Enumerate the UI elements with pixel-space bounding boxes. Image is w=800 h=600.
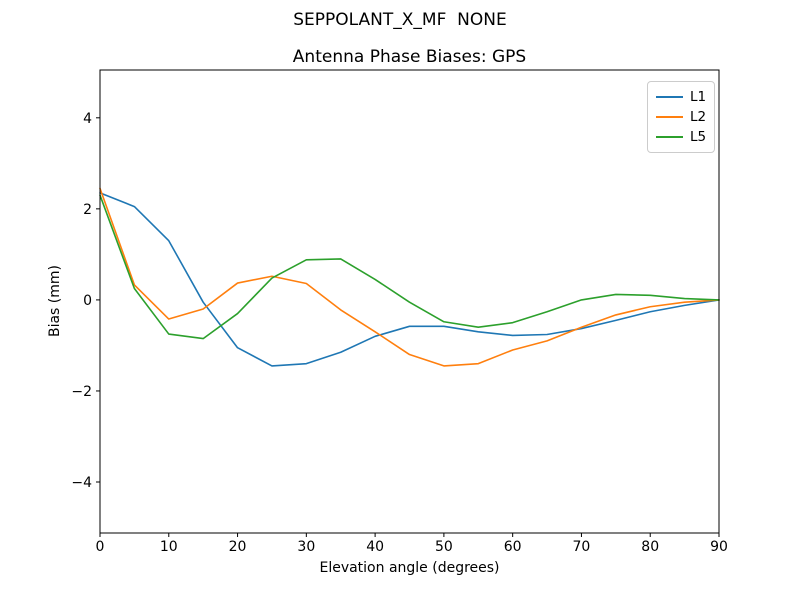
legend-label: L5 [690, 129, 707, 145]
legend-line-swatch [656, 116, 683, 118]
x-tick-label: 70 [573, 539, 591, 555]
series-line-L5 [99, 194, 720, 340]
legend-label: L2 [690, 109, 707, 125]
legend-item-L1: L1 [656, 87, 706, 107]
series-line-L2 [99, 187, 720, 367]
legend-item-L2: L2 [656, 107, 706, 127]
legend-label: L1 [690, 89, 707, 105]
x-tick-label: 0 [96, 539, 105, 555]
legend: L1 L2 L5 [647, 81, 716, 153]
y-tick-label: −2 [71, 384, 92, 400]
legend-line-swatch [656, 96, 683, 98]
x-tick-label: 80 [641, 539, 659, 555]
x-tick-label: 50 [435, 539, 453, 555]
y-tick-label: −4 [71, 475, 92, 491]
x-tick-label: 10 [160, 539, 178, 555]
legend-item-L5: L5 [656, 127, 706, 147]
x-tick-label: 60 [504, 539, 522, 555]
x-axis-label: Elevation angle (degrees) [319, 560, 500, 576]
figure-title: SEPPOLANT_X_MF NONE [293, 10, 507, 30]
legend-line-swatch [656, 136, 683, 138]
x-tick-label: 30 [297, 539, 315, 555]
series-line-L1 [99, 192, 720, 367]
axes-title: Antenna Phase Biases: GPS [292, 47, 527, 67]
x-tick-label: 40 [366, 539, 384, 555]
y-tick-label: 2 [83, 202, 92, 218]
y-tick-label: 4 [83, 111, 92, 127]
x-tick-label: 90 [710, 539, 728, 555]
y-tick-label: 0 [83, 293, 92, 309]
axes-spines [99, 69, 720, 534]
x-tick-label: 20 [229, 539, 247, 555]
y-axis-label: Bias (mm) [47, 264, 63, 338]
